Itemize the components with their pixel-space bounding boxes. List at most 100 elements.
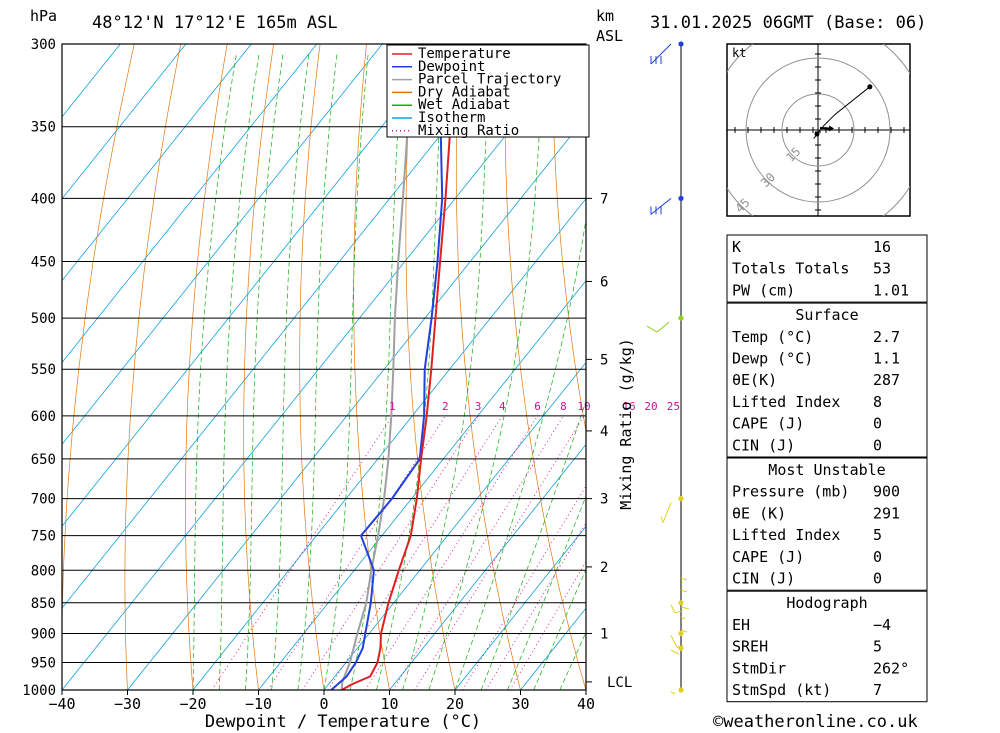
wind-profile [646, 41, 690, 695]
isotherm-line [389, 443, 586, 690]
most-unstable-label: CIN (J) [732, 570, 795, 588]
parcel-trajectory-line [340, 44, 430, 690]
dry-adiabat-line [243, 44, 274, 690]
plot-frame [61, 43, 587, 691]
surface-label: θE(K) [732, 371, 777, 389]
index-label: PW (cm) [732, 281, 795, 299]
index-box [726, 234, 928, 303]
x-tick-label: 40 [577, 695, 595, 713]
hodograph-trace [813, 86, 871, 139]
wet-adiabat-line [454, 217, 586, 690]
wind-barb [656, 321, 670, 333]
mixing-ratio-line [267, 415, 446, 690]
x-tick-label: −30 [114, 695, 141, 713]
km-unit-label: km [596, 7, 614, 25]
mixing-ratio-label: 25 [667, 400, 680, 413]
legend-label: Dry Adiabat [418, 84, 511, 100]
skewt-plot: 1 2 3 4 6 8 10 16 20 25 [61, 43, 1000, 691]
mixing-ratio-line [302, 415, 479, 690]
km-tick-label: 6 [600, 274, 608, 290]
most-unstable-label: θE (K) [732, 504, 786, 522]
surface-value: 287 [873, 371, 900, 389]
hpa-unit-label: hPa [30, 7, 57, 25]
most-unstable-box [726, 457, 928, 591]
legend-label: Mixing Ratio [418, 123, 519, 139]
dry-adiabat-line [970, 44, 1000, 690]
pressure-tick-label: 650 [31, 452, 56, 468]
x-tick-label: −20 [179, 695, 206, 713]
pressure-tick-label: 950 [31, 655, 56, 671]
wind-level-marker [678, 687, 684, 693]
isotherm-line [127, 116, 586, 690]
legend-label: Isotherm [418, 110, 485, 126]
mixing-ratio-label: 2 [442, 400, 449, 413]
hodograph-ring [781, 93, 855, 167]
surface-value: 0 [873, 436, 882, 454]
wind-level-marker [678, 315, 684, 321]
pressure-tick-label: 600 [31, 409, 56, 425]
wet-adiabat-line [271, 52, 310, 690]
x-tick-label: −40 [48, 695, 75, 713]
pressure-tick-label: 450 [31, 255, 56, 271]
mixing-ratio-label: 16 [622, 400, 635, 413]
wet-adiabat-line [297, 52, 338, 690]
dry-adiabat-line [455, 44, 521, 690]
surface-label: Temp (°C) [732, 328, 813, 346]
wet-adiabat-line [480, 399, 586, 690]
isotherm-line [62, 44, 252, 282]
mixing-ratio-label: 20 [644, 400, 657, 413]
mixing-ratio-line [392, 415, 564, 690]
lcl-label: LCL [607, 675, 632, 691]
x-tick-label: 20 [446, 695, 464, 713]
surface-box [726, 302, 928, 458]
dry-adiabat-line [124, 44, 182, 690]
hodograph-unit-label: kt [732, 46, 746, 60]
legend-label: Parcel Trajectory [418, 72, 561, 88]
isotherm-line [323, 361, 586, 690]
wind-barb [670, 604, 676, 614]
pressure-tick-label: 300 [31, 37, 56, 53]
x-tick-label: 0 [319, 695, 328, 713]
km-tick-label: 4 [600, 424, 608, 440]
hodograph-stat-value: 5 [873, 638, 882, 656]
wet-adiabat-line [245, 52, 284, 690]
wind-barb [670, 691, 676, 695]
hodograph-stat-value: 7 [873, 681, 882, 699]
hodograph-point [867, 84, 873, 90]
dry-adiabat-line [185, 44, 228, 690]
km-tick-label: 5 [600, 352, 608, 368]
wind-barb [680, 577, 688, 581]
isotherm-line [62, 44, 121, 118]
mixing-ratio-line [211, 415, 393, 690]
hodograph-stat-value: 262° [873, 659, 909, 677]
pressure-tick-label: 900 [31, 626, 56, 642]
location-title: 48°12'N 17°12'E 165m ASL [92, 13, 338, 33]
mixing-ratio-label: 1 [389, 400, 396, 413]
legend-box [386, 44, 590, 138]
hodograph-stat-label: EH [732, 616, 750, 634]
wind-barb [670, 649, 680, 655]
wind-barb [680, 606, 690, 610]
wind-barb [674, 610, 684, 614]
most-unstable-value: 291 [873, 504, 900, 522]
mixing-ratio-axis-title: Mixing Ratio (g/kg) [617, 338, 635, 510]
surface-label: CAPE (J) [732, 415, 804, 433]
isotherm-line [62, 44, 514, 609]
most-unstable-title: Most Unstable [768, 461, 885, 479]
km-tick-label: 3 [600, 492, 608, 508]
datetime-title: 31.01.2025 06GMT (Base: 06) [650, 13, 926, 33]
legend-label: Temperature [418, 46, 511, 62]
mixing-ratio-label: 10 [577, 400, 590, 413]
km-tick-label: 2 [600, 560, 608, 576]
mixing-ratio-label: 6 [534, 400, 541, 413]
mixing-ratio-label: 8 [560, 400, 567, 413]
index-label: Totals Totals [732, 260, 849, 278]
most-unstable-label: Lifted Index [732, 526, 840, 544]
surface-label: Lifted Index [732, 393, 840, 411]
wind-barb [680, 616, 686, 620]
index-label: K [732, 238, 741, 256]
mixing-ratio-line [462, 485, 586, 690]
surface-value: 2.7 [873, 328, 900, 346]
km-tick-label: 7 [600, 191, 608, 207]
